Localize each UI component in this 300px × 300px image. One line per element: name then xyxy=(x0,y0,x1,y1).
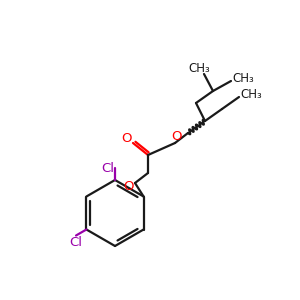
Text: Cl: Cl xyxy=(101,161,115,175)
Text: CH₃: CH₃ xyxy=(240,88,262,101)
Text: CH₃: CH₃ xyxy=(188,62,210,76)
Text: O: O xyxy=(124,181,134,194)
Text: O: O xyxy=(122,133,132,146)
Text: CH₃: CH₃ xyxy=(232,73,254,85)
Text: Cl: Cl xyxy=(70,236,83,249)
Text: O: O xyxy=(172,130,182,143)
